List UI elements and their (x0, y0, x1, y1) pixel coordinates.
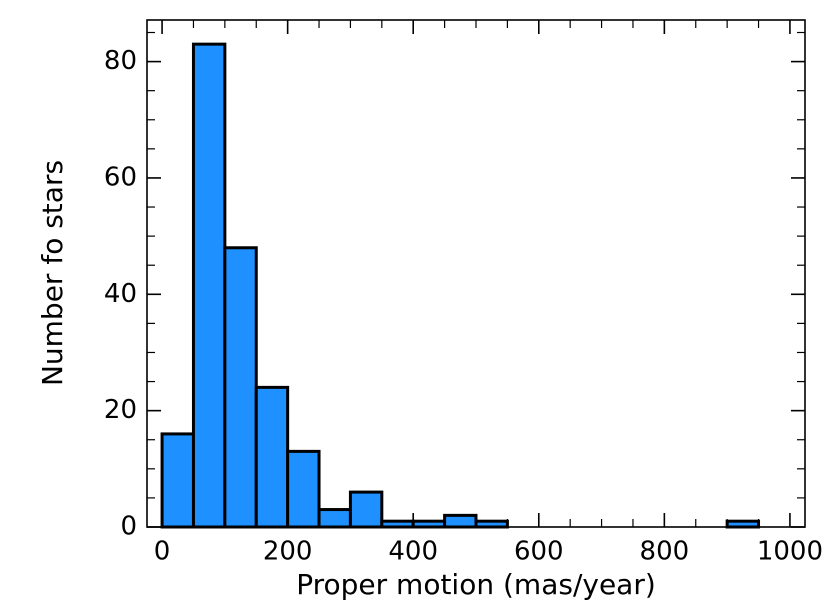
y-tick-label: 80 (104, 46, 137, 76)
bar (160, 432, 195, 529)
bar (348, 490, 384, 529)
x-tick-label: 1000 (757, 537, 823, 567)
bar (380, 519, 415, 529)
y-tick-label: 60 (104, 162, 137, 192)
y-tick-label: 0 (120, 512, 137, 542)
x-tick-label: 400 (388, 537, 438, 567)
x-tick-label: 800 (640, 537, 690, 567)
bar (254, 385, 290, 529)
x-tick-label: 0 (154, 537, 171, 567)
bar (474, 519, 509, 529)
x-tick-label: 200 (263, 537, 313, 567)
bar (223, 246, 258, 529)
y-tick-label: 40 (104, 279, 137, 309)
x-tick-label: 600 (514, 537, 564, 567)
y-tick-label: 20 (104, 395, 137, 425)
bar (411, 519, 447, 529)
bar (286, 449, 321, 529)
bar (725, 519, 761, 529)
bar (443, 513, 478, 529)
bar (317, 508, 352, 529)
bar (191, 42, 227, 529)
y-axis-title: Number fo stars (36, 160, 69, 386)
x-axis-title: Proper motion (mas/year) (296, 568, 656, 601)
